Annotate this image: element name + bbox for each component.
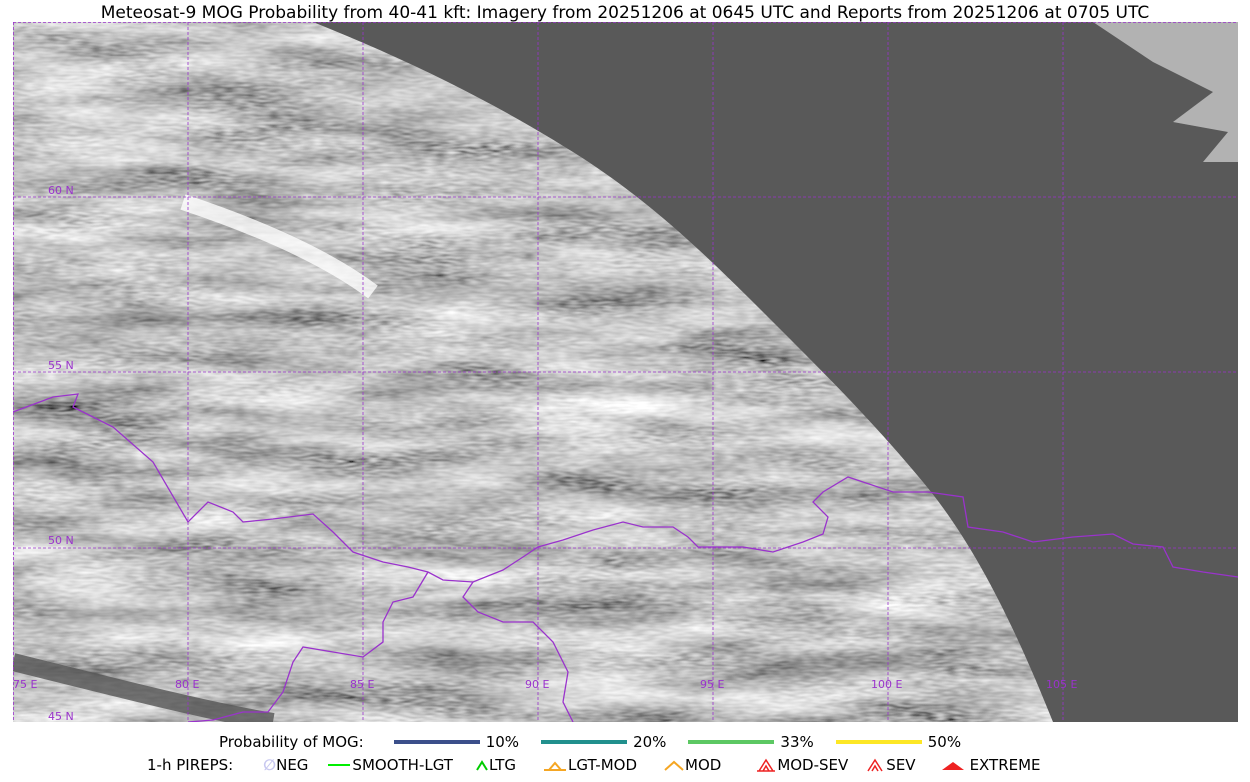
legend-item-20: 20% — [541, 733, 666, 751]
lon-label: 105 E — [1046, 678, 1077, 691]
legend-item-mod-sev: MOD-SEV — [755, 756, 848, 774]
legend-label: LGT-MOD — [568, 756, 637, 774]
probability-legend-label: Probability of MOG: — [219, 733, 364, 751]
legend-label: LTG — [488, 756, 517, 774]
legend-item-lgt-mod: LGT-MOD — [542, 756, 637, 774]
legend-label: 20% — [633, 733, 667, 751]
probability-legend: Probability of MOG: 10% 20% 33% 50% — [219, 733, 983, 751]
legend-item-10: 10% — [393, 733, 520, 751]
lon-label: 90 E — [525, 678, 549, 691]
pireps-legend-label: 1-h PIREPS: — [147, 756, 234, 774]
legend-label: 10% — [485, 733, 520, 751]
legend-item-ltg: LTG — [475, 756, 516, 774]
country-border — [462, 581, 574, 722]
lat-label: 60 N — [48, 184, 74, 197]
legend-item-33: 33% — [688, 733, 814, 751]
lgt-mod-icon — [544, 761, 567, 771]
legend-item-extreme: EXTREME — [940, 756, 1041, 774]
extreme-icon — [941, 762, 964, 770]
legend-label: SMOOTH-LGT — [352, 756, 453, 774]
pireps-legend: 1-h PIREPS: ∅ NEG SMOOTH-LGT LTG LGT-MOD … — [147, 756, 1063, 774]
legend-item-mod: MOD — [663, 756, 721, 774]
lat-label: 45 N — [48, 710, 74, 722]
legend-label: NEG — [276, 756, 309, 774]
mod-icon — [664, 760, 684, 771]
legend-label: EXTREME — [969, 756, 1041, 774]
satellite-map: 75 E 80 E 85 E 90 E 95 E 100 E 105 E 60 … — [13, 22, 1238, 722]
graticule — [13, 22, 1238, 722]
space-region — [313, 22, 1238, 722]
lon-label: 95 E — [700, 678, 724, 691]
legend-item-neg: ∅ NEG — [263, 756, 308, 774]
lat-label: 50 N — [48, 534, 74, 547]
legend-label: MOD — [685, 756, 722, 774]
neg-icon: ∅ — [263, 756, 277, 774]
lon-label: 100 E — [871, 678, 902, 691]
legend-label: SEV — [886, 756, 916, 774]
ltg-icon — [476, 760, 488, 771]
sev-icon — [867, 758, 883, 772]
lon-label: 80 E — [175, 678, 199, 691]
country-border — [13, 393, 1238, 583]
lon-label: 85 E — [350, 678, 374, 691]
legend-label: MOD-SEV — [777, 756, 849, 774]
legend-item-50: 50% — [835, 733, 962, 751]
chart-title: Meteosat-9 MOG Probability from 40-41 kf… — [100, 3, 1150, 23]
mod-sev-icon — [757, 758, 776, 772]
legend-label: 33% — [780, 733, 814, 751]
legend-item-smooth-lgt: SMOOTH-LGT — [328, 756, 453, 774]
lon-label: 75 E — [13, 678, 37, 691]
legend-item-sev: SEV — [864, 756, 916, 774]
legend-label: 50% — [927, 733, 962, 751]
country-border — [187, 571, 429, 722]
lat-label: 55 N — [48, 359, 74, 372]
smooth-lgt-icon — [328, 764, 351, 766]
